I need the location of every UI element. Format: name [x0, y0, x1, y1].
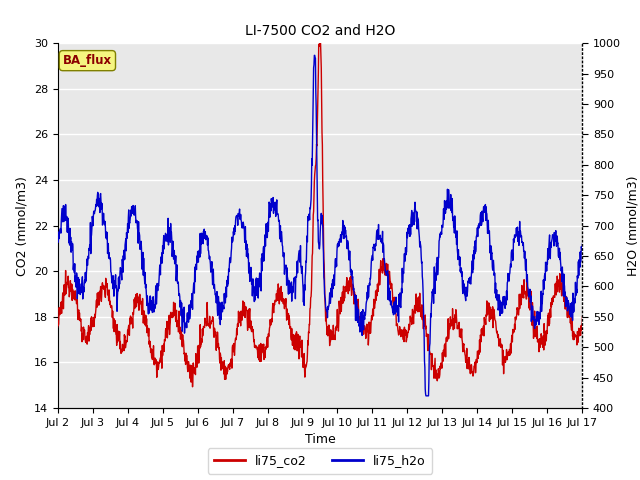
Legend: li75_co2, li75_h2o: li75_co2, li75_h2o [208, 448, 432, 474]
Text: BA_flux: BA_flux [63, 54, 112, 67]
Y-axis label: H2O (mmol/m3): H2O (mmol/m3) [627, 175, 639, 276]
Y-axis label: CO2 (mmol/m3): CO2 (mmol/m3) [15, 176, 28, 276]
X-axis label: Time: Time [305, 433, 335, 446]
Title: LI-7500 CO2 and H2O: LI-7500 CO2 and H2O [245, 24, 395, 38]
